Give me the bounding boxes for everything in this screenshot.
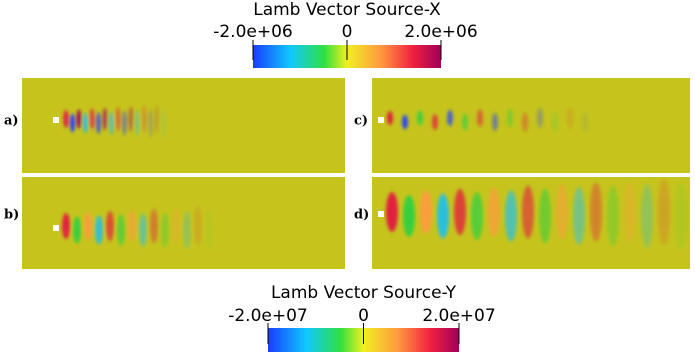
wake-blob	[437, 193, 449, 239]
colorbar-tick-label: 0	[342, 22, 353, 42]
wake-fields	[62, 104, 687, 250]
colorbar-tick-label: -2.0e+07	[228, 306, 308, 326]
wake-blob	[76, 109, 82, 129]
wake-blob	[147, 109, 154, 137]
wake-blob	[154, 104, 160, 134]
cylinder	[378, 211, 384, 217]
wake-blob	[160, 108, 167, 138]
wake-blob	[417, 110, 423, 126]
wake-blob	[454, 188, 466, 236]
wake-blob	[624, 180, 636, 244]
wake-blob	[161, 212, 169, 248]
wake-blob	[172, 207, 180, 245]
wake-blob	[139, 213, 147, 247]
wake-blob	[505, 190, 517, 242]
wake-blob	[102, 107, 108, 131]
wake-blob	[641, 184, 653, 248]
wake-blob	[69, 113, 76, 133]
wake-blob	[552, 111, 558, 133]
wake-blob	[492, 113, 498, 131]
wake-blob	[477, 109, 483, 127]
colorbar-tick-label: 2.0e+07	[422, 306, 495, 326]
wake-blob	[488, 187, 500, 237]
wake-blob	[471, 192, 483, 240]
panel-a	[22, 78, 345, 173]
wake-blob	[128, 106, 134, 132]
wake-blob	[675, 182, 687, 250]
wake-blob	[117, 214, 125, 246]
wake-blob	[556, 184, 568, 240]
wake-blob	[387, 111, 393, 125]
wake-blob	[62, 213, 70, 239]
wake-blob	[89, 108, 95, 130]
wake-blob	[403, 195, 415, 237]
wake-blob	[507, 108, 513, 128]
wake-blob	[402, 114, 408, 130]
cylinder	[53, 117, 59, 123]
wake-blob	[658, 179, 670, 245]
wake-blob	[73, 216, 81, 244]
colorbar-tick-label: 0	[358, 306, 369, 326]
wake-blob	[447, 109, 453, 127]
wake-blob	[95, 112, 102, 134]
wake-blob	[95, 215, 103, 245]
wake-blob	[432, 114, 438, 130]
cylinder	[378, 117, 384, 123]
wake-blob	[115, 107, 121, 131]
wake-blob	[150, 208, 158, 244]
cylinders	[53, 117, 384, 231]
colorbar-title: Lamb Vector Source-Y	[271, 283, 457, 303]
colorbar-tick-label: 2.0e+06	[404, 22, 477, 42]
wake-blob	[121, 110, 128, 136]
wake-blob	[84, 211, 92, 241]
cylinder	[53, 225, 59, 231]
wake-blob	[106, 210, 114, 242]
panel-label: c)	[354, 114, 368, 129]
wake-blob	[141, 105, 147, 133]
wake-blob	[522, 185, 534, 239]
wake-blob	[108, 111, 115, 135]
panel-c	[372, 78, 690, 173]
wake-blob	[573, 187, 585, 245]
wake-blob	[128, 209, 136, 243]
wake-blob	[537, 108, 543, 128]
wake-blob	[582, 111, 588, 133]
wake-blob	[607, 185, 619, 247]
panel-label: b)	[4, 208, 19, 223]
wake-blob	[386, 192, 398, 232]
wake-blob	[134, 110, 141, 136]
panel-label: d)	[354, 208, 369, 223]
wake-blob	[567, 107, 573, 129]
wake-blob	[420, 190, 432, 234]
wake-blob	[539, 188, 551, 244]
wake-blob	[462, 113, 468, 131]
wake-blob	[205, 210, 213, 250]
wake-blob	[183, 211, 191, 249]
wake-blob	[194, 206, 202, 246]
panel-label: a)	[4, 114, 19, 129]
wake-blob	[522, 112, 528, 132]
wake-blob	[590, 182, 602, 242]
colorbar-title: Lamb Vector Source-X	[253, 0, 441, 20]
wake-blob	[63, 110, 69, 128]
wake-blob	[82, 112, 89, 134]
colorbar-tick-label: -2.0e+06	[213, 22, 293, 42]
